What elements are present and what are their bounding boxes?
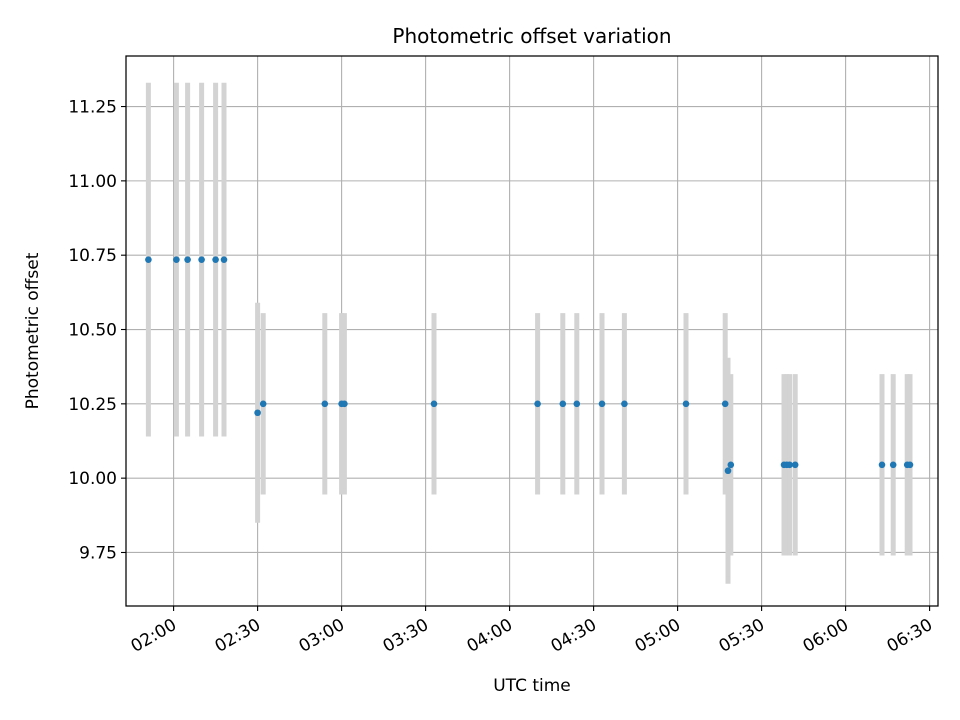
data-point xyxy=(573,400,581,408)
data-point xyxy=(791,461,799,469)
y-tick-label: 9.75 xyxy=(79,543,117,563)
data-point xyxy=(430,400,438,408)
data-point xyxy=(220,256,228,263)
chart-title: Photometric offset variation xyxy=(392,24,671,48)
data-point xyxy=(682,400,690,408)
data-point xyxy=(145,256,152,263)
y-axis-title: Photometric offset xyxy=(23,252,43,409)
data-point xyxy=(727,461,735,469)
data-point xyxy=(889,461,897,469)
data-point xyxy=(559,400,567,408)
data-point xyxy=(254,409,261,417)
y-tick-label: 10.50 xyxy=(68,321,117,341)
data-point xyxy=(198,256,205,263)
y-tick-label: 10.00 xyxy=(68,469,117,489)
data-point xyxy=(724,467,732,475)
plot-frame xyxy=(125,55,939,607)
data-point xyxy=(598,400,606,408)
y-tick-label: 10.25 xyxy=(68,395,117,415)
data-point xyxy=(534,400,541,408)
data-points xyxy=(145,256,914,475)
data-point xyxy=(321,400,329,408)
data-point xyxy=(212,256,219,263)
y-tick-label: 11.00 xyxy=(68,172,117,192)
data-point xyxy=(906,461,914,469)
data-point xyxy=(259,400,267,408)
y-tick-label: 11.25 xyxy=(68,98,117,118)
data-point xyxy=(184,256,191,263)
data-point xyxy=(786,461,793,469)
data-point xyxy=(721,400,729,408)
data-point xyxy=(173,256,180,263)
data-point xyxy=(878,461,886,469)
data-point xyxy=(341,400,348,408)
data-point xyxy=(621,400,628,408)
x-axis-title: UTC time xyxy=(493,676,571,696)
y-tick-label: 10.75 xyxy=(68,246,117,266)
